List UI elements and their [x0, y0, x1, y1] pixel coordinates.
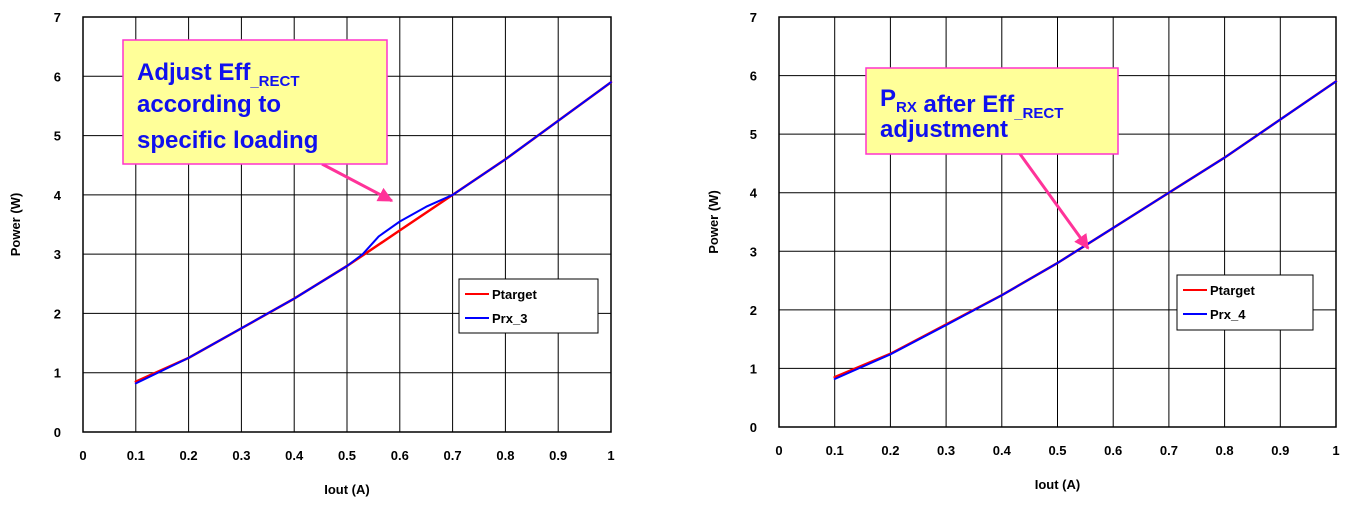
x-tick-label: 0.1: [826, 443, 844, 458]
y-tick-label: 2: [750, 303, 757, 318]
callout-line: PRX after Eff_RECT: [880, 85, 1063, 122]
y-tick-label: 2: [54, 306, 61, 321]
y-tick-label: 6: [750, 69, 757, 84]
y-tick-label: 4: [750, 186, 758, 201]
x-tick-label: 0.7: [444, 448, 462, 463]
x-tick-label: 0.5: [338, 448, 356, 463]
legend-box: [1176, 274, 1314, 331]
callout-arrow: [1018, 153, 1090, 250]
callout-text: adjustment: [880, 116, 1008, 143]
x-tick-label: 0.3: [232, 448, 250, 463]
callout-arrow: [321, 162, 394, 203]
x-tick-label: 0.4: [993, 443, 1012, 458]
callout-text: after Eff: [917, 91, 1015, 118]
x-tick-label: 0.4: [285, 448, 304, 463]
callout-line: Adjust Eff_RECT: [137, 59, 300, 90]
callout-box: [865, 67, 1119, 155]
callout-box: [122, 39, 388, 165]
callout-subscript: _RECT: [249, 73, 299, 90]
x-tick-label: 0.9: [549, 448, 567, 463]
y-tick-label: 5: [54, 129, 61, 144]
callout-subscript: RX: [896, 99, 917, 116]
x-tick-label: 0.6: [391, 448, 409, 463]
legend-entry: Prx_3: [492, 311, 527, 326]
x-tick-label: 0: [79, 448, 86, 463]
series-line-prx-3: [134, 81, 612, 385]
x-tick-label: 0.3: [937, 443, 955, 458]
legend-entry: Ptarget: [492, 287, 537, 302]
x-tick-label: 0.1: [127, 448, 145, 463]
y-tick-label: 6: [54, 69, 61, 84]
y-axis-label: Power (W): [8, 193, 23, 257]
y-tick-label: 7: [54, 10, 61, 25]
legend-entry: Prx_4: [1210, 307, 1246, 322]
x-tick-label: 1: [607, 448, 614, 463]
legend: Ptarget Prx_3: [458, 278, 599, 334]
x-axis-label: Iout (A): [1035, 477, 1080, 492]
x-tick-label: 0.8: [1216, 443, 1234, 458]
y-tick-label: 7: [750, 10, 757, 25]
x-tick-label: 0.8: [496, 448, 514, 463]
x-tick-label: 0.5: [1048, 443, 1066, 458]
callout-line: adjustment: [880, 116, 1008, 143]
y-tick-label: 0: [54, 425, 61, 440]
x-tick-label: 0.2: [180, 448, 198, 463]
plot-frame: [778, 16, 1337, 428]
y-tick-label: 3: [54, 247, 61, 262]
legend-entry: Ptarget: [1210, 283, 1255, 298]
plot-frame: [82, 16, 612, 433]
y-axis-label: Power (W): [706, 190, 721, 254]
callout-line: specific loading: [137, 127, 318, 154]
callout-subscript: _RECT: [1013, 105, 1063, 122]
y-tick-label: 4: [54, 188, 62, 203]
callout-text: specific loading: [137, 127, 318, 154]
callout-text: according to: [137, 91, 281, 118]
y-tick-label: 3: [750, 244, 757, 259]
y-tick-label: 0: [750, 420, 757, 435]
y-tick-label: 1: [54, 366, 61, 381]
callout-text: Adjust Eff: [137, 59, 251, 86]
x-tick-label: 0.9: [1271, 443, 1289, 458]
x-axis-label: Iout (A): [324, 482, 369, 497]
x-tick-label: 0.2: [881, 443, 899, 458]
x-tick-label: 1: [1332, 443, 1339, 458]
y-tick-label: 1: [750, 361, 757, 376]
callout-line: according to: [137, 91, 281, 118]
x-tick-label: 0.7: [1160, 443, 1178, 458]
y-tick-label: 5: [750, 127, 757, 142]
chart-1: 0 0.1 0.2 0.3 0.4 0.5 0.6 0.7 0.8 0.9 1 0 1 2 3 4 5 6 7 Iou…: [8, 10, 615, 497]
chart-2: 0 0.1 0.2 0.3 0.4 0.5 0.6 0.7 0.8 0.9 1 0 1 2 3 4 5 6 7 Iou…: [706, 10, 1340, 492]
callout-text: P: [880, 85, 896, 112]
x-tick-label: 0.6: [1104, 443, 1122, 458]
legend-box: [458, 278, 599, 334]
legend: Ptarget Prx_4: [1176, 274, 1314, 331]
x-tick-label: 0: [775, 443, 782, 458]
